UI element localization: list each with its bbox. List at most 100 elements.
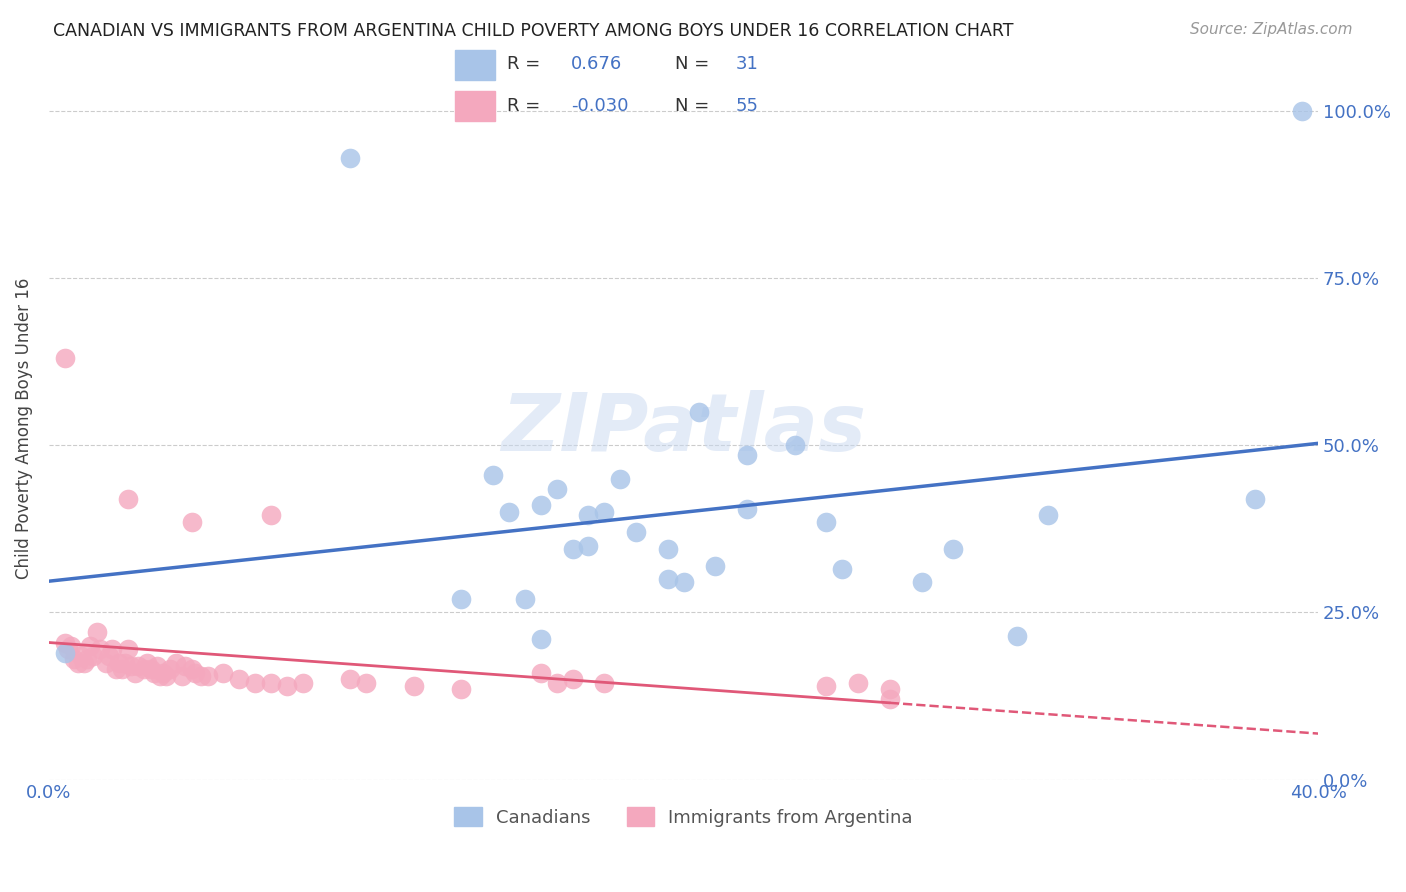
- Point: [60, 639, 83, 653]
- Point: [339, 151, 361, 165]
- Point: [815, 679, 838, 693]
- Point: [879, 682, 901, 697]
- Point: [245, 675, 267, 690]
- Point: [704, 558, 727, 573]
- Point: [89, 642, 111, 657]
- Point: [121, 659, 143, 673]
- Point: [117, 642, 139, 657]
- Text: 31: 31: [735, 55, 758, 73]
- Point: [657, 572, 679, 586]
- Point: [94, 656, 117, 670]
- Point: [735, 448, 758, 462]
- Point: [276, 679, 298, 693]
- Point: [136, 656, 159, 670]
- Text: 0.676: 0.676: [571, 55, 623, 73]
- Point: [174, 659, 197, 673]
- Point: [879, 692, 901, 706]
- Point: [82, 648, 104, 663]
- Point: [291, 675, 314, 690]
- Bar: [456, 91, 495, 120]
- Point: [657, 541, 679, 556]
- Point: [576, 539, 599, 553]
- Point: [831, 562, 853, 576]
- Point: [165, 656, 187, 670]
- Point: [402, 679, 425, 693]
- Text: N =: N =: [675, 96, 710, 115]
- Point: [530, 632, 553, 647]
- Point: [152, 665, 174, 680]
- Point: [197, 669, 219, 683]
- Point: [1291, 103, 1313, 118]
- Point: [593, 675, 616, 690]
- Point: [86, 625, 108, 640]
- Point: [172, 669, 194, 683]
- Point: [450, 592, 472, 607]
- Point: [180, 662, 202, 676]
- Point: [482, 468, 505, 483]
- Point: [124, 665, 146, 680]
- Text: ZIPatlas: ZIPatlas: [501, 390, 866, 467]
- Point: [98, 648, 121, 663]
- Text: R =: R =: [508, 55, 540, 73]
- Point: [127, 659, 149, 673]
- Point: [69, 648, 91, 663]
- Point: [180, 515, 202, 529]
- Point: [228, 673, 250, 687]
- Text: N =: N =: [675, 55, 710, 73]
- Text: CANADIAN VS IMMIGRANTS FROM ARGENTINA CHILD POVERTY AMONG BOYS UNDER 16 CORRELAT: CANADIAN VS IMMIGRANTS FROM ARGENTINA CH…: [53, 22, 1014, 40]
- Point: [561, 673, 583, 687]
- Text: R =: R =: [508, 96, 540, 115]
- Point: [561, 541, 583, 556]
- Point: [576, 508, 599, 523]
- Point: [53, 351, 76, 366]
- Point: [117, 491, 139, 506]
- Point: [513, 592, 536, 607]
- Point: [114, 656, 136, 670]
- Point: [79, 639, 101, 653]
- Y-axis label: Child Poverty Among Boys Under 16: Child Poverty Among Boys Under 16: [15, 277, 32, 579]
- Point: [212, 665, 235, 680]
- Point: [672, 575, 695, 590]
- Point: [846, 675, 869, 690]
- Legend: Canadians, Immigrants from Argentina: Canadians, Immigrants from Argentina: [447, 800, 920, 834]
- Text: Source: ZipAtlas.com: Source: ZipAtlas.com: [1189, 22, 1353, 37]
- Point: [159, 662, 181, 676]
- Point: [498, 505, 520, 519]
- Point: [735, 501, 758, 516]
- Point: [134, 662, 156, 676]
- Point: [546, 482, 568, 496]
- Point: [783, 438, 806, 452]
- Point: [339, 673, 361, 687]
- Point: [609, 472, 631, 486]
- Text: -0.030: -0.030: [571, 96, 628, 115]
- Point: [76, 652, 98, 666]
- Point: [184, 665, 207, 680]
- Point: [356, 675, 378, 690]
- Point: [104, 662, 127, 676]
- Point: [111, 662, 134, 676]
- Point: [107, 656, 129, 670]
- Point: [101, 642, 124, 657]
- Point: [142, 665, 165, 680]
- Point: [1243, 491, 1265, 506]
- Point: [190, 669, 212, 683]
- Point: [56, 642, 79, 657]
- Point: [942, 541, 965, 556]
- Point: [146, 659, 169, 673]
- Point: [149, 669, 172, 683]
- Point: [530, 499, 553, 513]
- Point: [546, 675, 568, 690]
- Text: 55: 55: [735, 96, 758, 115]
- Point: [450, 682, 472, 697]
- Point: [260, 508, 283, 523]
- Point: [1038, 508, 1060, 523]
- Point: [53, 646, 76, 660]
- Point: [139, 662, 162, 676]
- Point: [815, 515, 838, 529]
- Point: [53, 635, 76, 649]
- Point: [66, 656, 89, 670]
- Point: [530, 665, 553, 680]
- Point: [624, 525, 647, 540]
- Point: [73, 656, 96, 670]
- Point: [260, 675, 283, 690]
